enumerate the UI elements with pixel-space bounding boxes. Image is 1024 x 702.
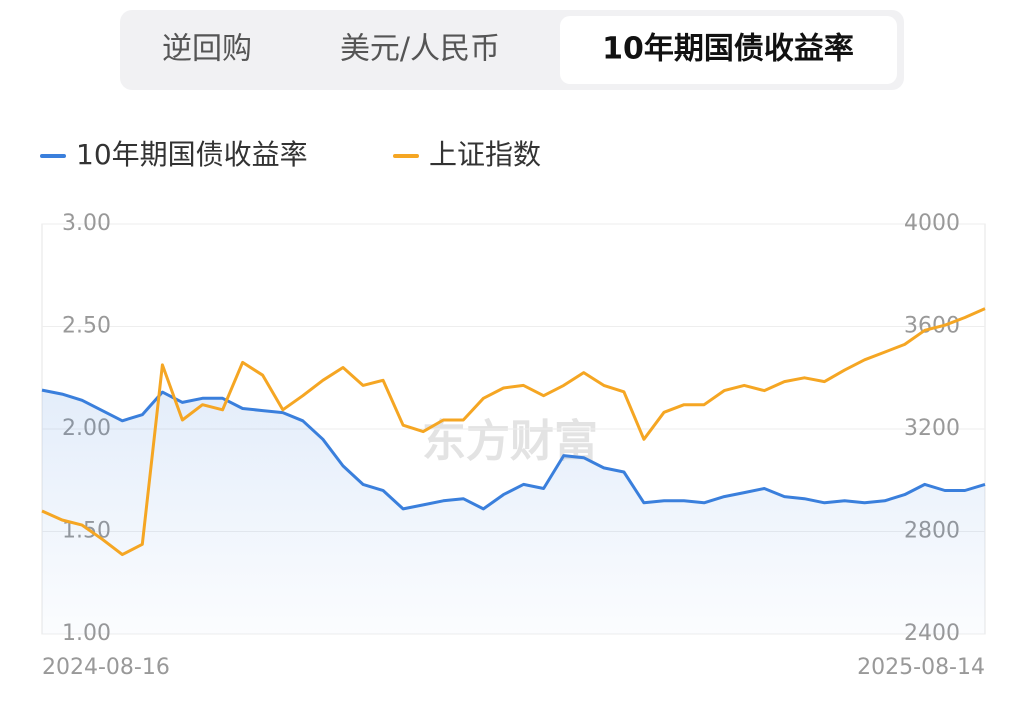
x-tick-label: 2025-08-14 xyxy=(857,655,985,680)
y-tick-label: 2.50 xyxy=(62,314,111,339)
y2-tick-label: 3200 xyxy=(904,416,960,441)
legend-label: 上证指数 xyxy=(429,138,541,171)
tab-active-bg xyxy=(560,16,897,84)
x-tick-label: 2024-08-16 xyxy=(42,655,170,680)
tab[interactable]: 美元/人民币 xyxy=(340,32,500,67)
tab[interactable]: 10年期国债收益率 xyxy=(602,32,854,67)
legend-label: 10年期国债收益率 xyxy=(76,138,308,171)
y-tick-label: 3.00 xyxy=(62,211,111,236)
y2-tick-label: 4000 xyxy=(904,211,960,236)
series-line xyxy=(41,307,986,557)
area-fill xyxy=(42,390,985,634)
y2-tick-label: 3600 xyxy=(904,314,960,339)
series-line xyxy=(41,388,986,511)
tab[interactable]: 逆回购 xyxy=(162,32,252,67)
